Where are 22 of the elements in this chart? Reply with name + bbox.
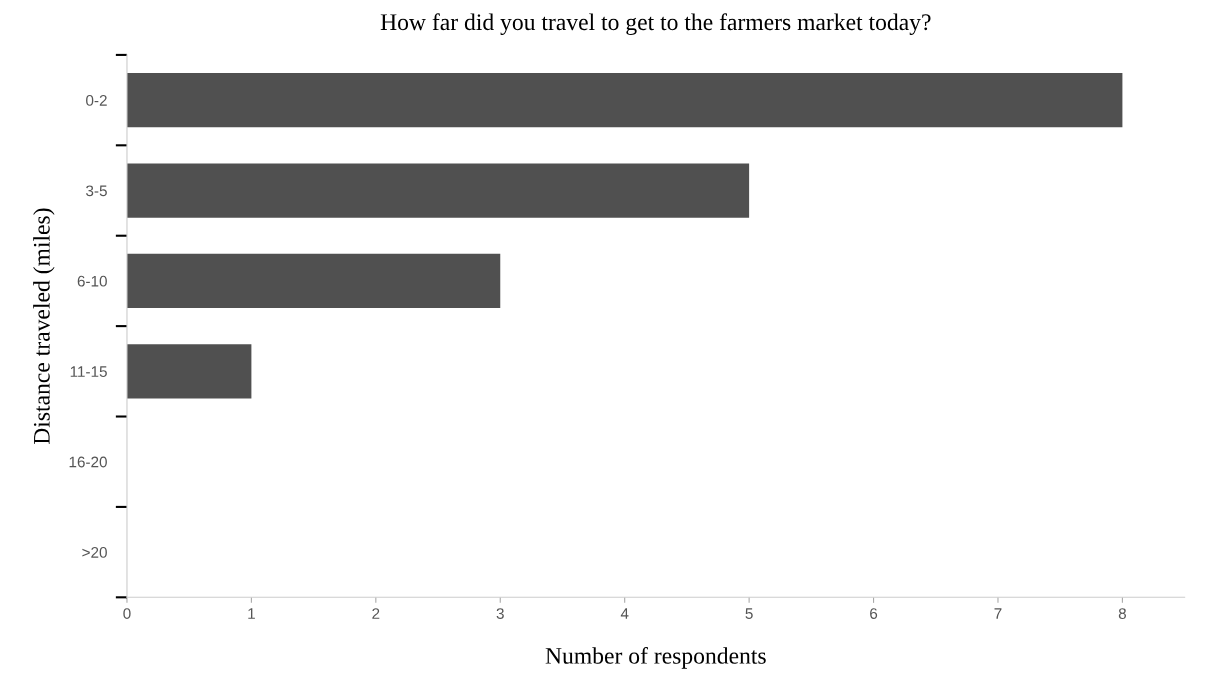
y-tick-label: >20: [82, 546, 107, 558]
x-tick-label: 2: [372, 608, 380, 619]
bar: [126, 344, 252, 399]
y-tick-label: 3-5: [86, 185, 107, 197]
x-tick-label: 0: [123, 608, 131, 619]
bar: [126, 73, 1123, 128]
y-tick-label: 0-2: [86, 94, 107, 106]
x-tick-label: 1: [248, 608, 255, 619]
bar: [126, 253, 501, 309]
x-tick-label: 8: [1118, 608, 1126, 619]
x-tick-label: 7: [994, 608, 1002, 619]
x-tick-label: 5: [745, 608, 753, 619]
chart-title: How far did you travel to get to the farmers market today?: [380, 13, 931, 36]
y-tick-label: 11-15: [70, 366, 107, 377]
bar: [126, 163, 750, 218]
y-axis-title: Distance traveled (miles): [33, 208, 55, 445]
y-tick-label: 16-20: [69, 456, 107, 468]
x-axis-title: Number of respondents: [545, 646, 766, 669]
y-tick-label: 6-10: [77, 275, 107, 287]
x-tick-label: 4: [620, 608, 629, 619]
x-tick-label: 3: [496, 608, 504, 619]
x-tick-label: 6: [870, 608, 878, 619]
